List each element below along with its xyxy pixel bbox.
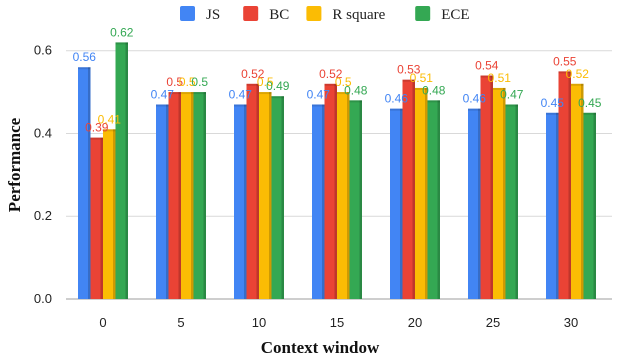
legend-swatch xyxy=(180,6,195,21)
y-axis-title: Performance xyxy=(5,117,24,212)
legend-item: JS xyxy=(180,6,220,23)
x-axis-title: Context window xyxy=(261,338,380,357)
data-label: 0.5 xyxy=(335,75,352,89)
bar xyxy=(337,92,350,299)
x-tick-label: 20 xyxy=(408,315,422,330)
x-axis-ticks: 0 5 10 15 20 25 30 xyxy=(99,315,578,330)
bar xyxy=(271,96,284,299)
bar xyxy=(259,92,272,299)
bar xyxy=(115,42,128,300)
bar xyxy=(168,92,181,299)
data-label: 0.52 xyxy=(566,67,590,81)
y-tick-label: 0.2 xyxy=(34,208,52,223)
y-tick-label: 0.4 xyxy=(34,125,52,140)
data-label: 0.5 xyxy=(257,75,274,89)
x-tick-label: 25 xyxy=(486,315,500,330)
bar xyxy=(402,79,415,300)
bar xyxy=(193,92,206,299)
bar xyxy=(103,129,116,299)
bar xyxy=(427,100,440,299)
data-label: 0.51 xyxy=(410,71,434,85)
bar xyxy=(546,112,559,300)
bar xyxy=(505,104,518,299)
data-label: 0.47 xyxy=(229,87,253,101)
data-label: 0.46 xyxy=(463,92,487,106)
legend-label: ECE xyxy=(441,7,469,23)
data-label: 0.48 xyxy=(344,83,368,97)
legend-item: R square xyxy=(306,6,386,23)
y-axis-ticks: 0.0 0.2 0.4 0.6 xyxy=(34,43,52,306)
data-labels: 0.560.390.410.620.470.50.50.50.470.520.5… xyxy=(73,25,602,134)
bars xyxy=(78,42,596,300)
bar xyxy=(234,104,247,299)
bar xyxy=(468,108,481,299)
x-tick-label: 10 xyxy=(252,315,266,330)
y-tick-label: 0.0 xyxy=(34,291,52,306)
data-label: 0.47 xyxy=(307,87,331,101)
data-label: 0.49 xyxy=(266,79,290,93)
bar xyxy=(571,83,584,299)
bar xyxy=(90,137,103,299)
data-label: 0.54 xyxy=(475,59,499,73)
data-label: 0.47 xyxy=(151,87,175,101)
bar xyxy=(480,75,493,300)
bar xyxy=(312,104,325,299)
bar xyxy=(78,67,91,299)
data-label: 0.52 xyxy=(241,67,265,81)
bar xyxy=(181,92,194,299)
legend-label: JS xyxy=(206,7,220,23)
legend-item: BC xyxy=(243,6,289,23)
data-label: 0.5 xyxy=(166,75,183,89)
bar xyxy=(493,87,506,299)
legend-swatch xyxy=(243,6,259,21)
x-tick-label: 0 xyxy=(99,315,106,330)
data-label: 0.5 xyxy=(179,75,196,89)
legend-swatch xyxy=(306,6,322,21)
data-label: 0.5 xyxy=(191,75,208,89)
bar xyxy=(583,112,596,300)
data-label: 0.48 xyxy=(422,83,446,97)
bar xyxy=(558,71,571,299)
data-label: 0.39 xyxy=(85,121,109,135)
bar xyxy=(349,100,362,299)
x-tick-label: 5 xyxy=(177,315,184,330)
data-label: 0.52 xyxy=(319,67,343,81)
legend: JS BC R square ECE xyxy=(180,6,470,23)
bar xyxy=(324,83,337,299)
legend-swatch xyxy=(415,6,431,21)
bar xyxy=(246,83,259,299)
data-label: 0.62 xyxy=(110,25,134,39)
data-label: 0.46 xyxy=(385,92,409,106)
legend-label: BC xyxy=(269,7,289,23)
data-label: 0.45 xyxy=(578,96,602,110)
legend-item: ECE xyxy=(415,6,470,23)
legend-label: R square xyxy=(332,7,385,23)
data-label: 0.45 xyxy=(541,96,565,110)
data-label: 0.55 xyxy=(553,54,577,68)
bar xyxy=(415,87,428,299)
data-label: 0.47 xyxy=(500,87,524,101)
x-tick-label: 30 xyxy=(564,315,578,330)
y-tick-label: 0.6 xyxy=(34,43,52,58)
x-tick-label: 15 xyxy=(330,315,344,330)
data-label: 0.41 xyxy=(98,112,122,126)
bar xyxy=(390,108,403,299)
bar xyxy=(156,104,169,299)
data-label: 0.53 xyxy=(397,63,421,77)
data-label: 0.56 xyxy=(73,50,97,64)
data-label: 0.51 xyxy=(488,71,512,85)
